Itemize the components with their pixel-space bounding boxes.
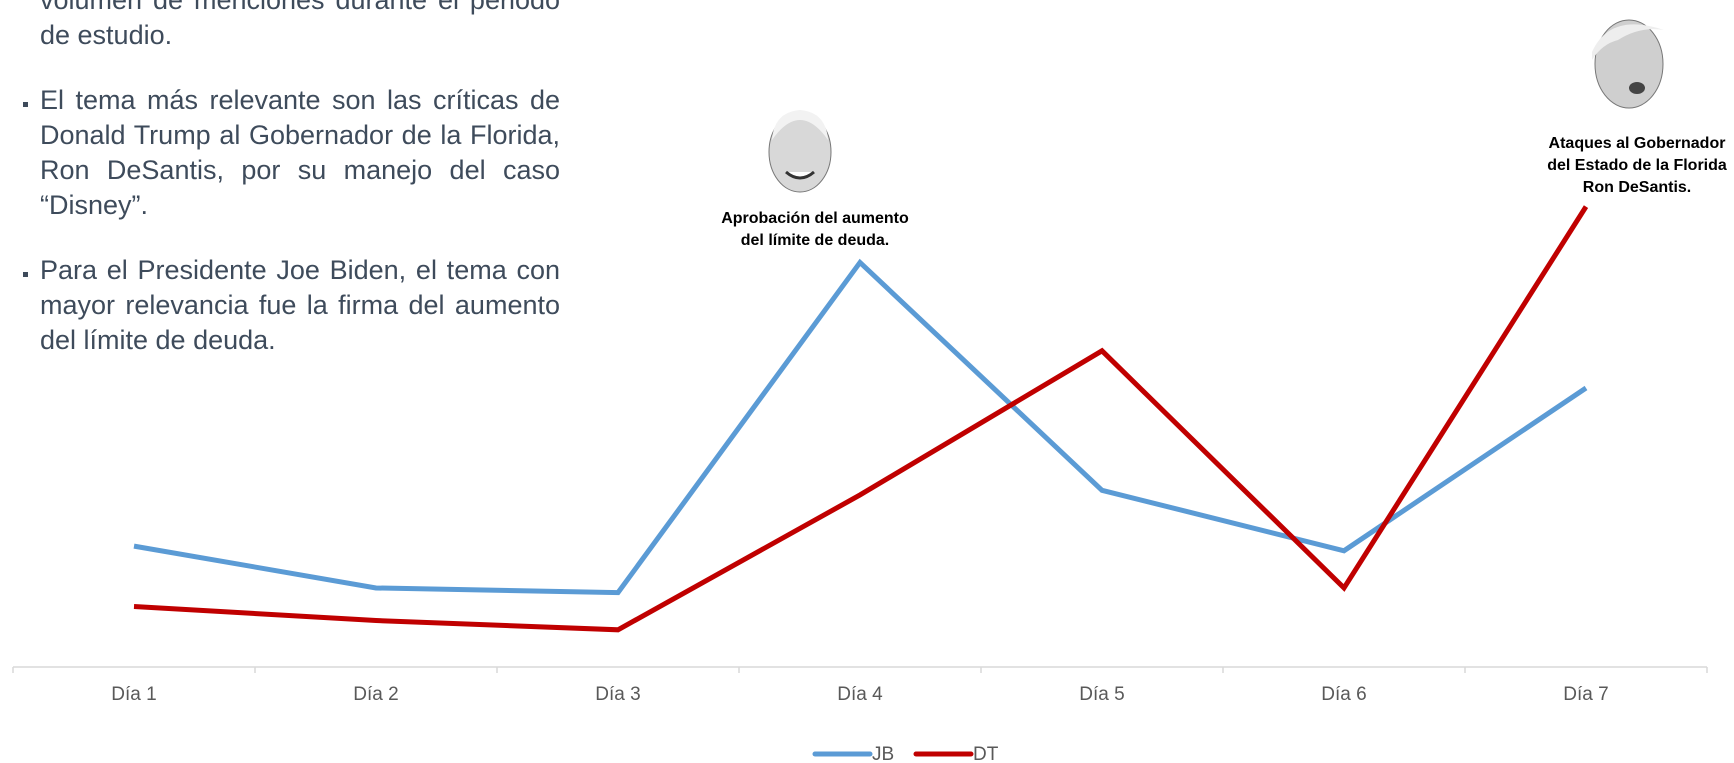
annotation: del límite de deuda.: [741, 232, 889, 249]
annotation: Ron DeSantis.: [1583, 179, 1691, 196]
annotation: Aprobación del aumento: [721, 210, 909, 227]
x-tick-label: Día 7: [1563, 684, 1608, 705]
x-tick-label: Día 3: [595, 684, 640, 705]
x-tick-label: Día 2: [353, 684, 398, 705]
x-tick-label: Día 4: [837, 684, 883, 705]
legend-label: DT: [973, 744, 999, 763]
trump-face: [1592, 20, 1664, 108]
chart: Día 1 Día 2 Día 3 Día 4 Día 5 Día 6 Día 7 Aprob…: [0, 0, 1734, 763]
legend-label: JB: [872, 744, 894, 763]
x-tick-label: Día 6: [1321, 684, 1366, 705]
biden-face: [769, 110, 831, 192]
annotation: Ataques al Gobernador: [1549, 135, 1726, 152]
series-line: [134, 262, 1586, 592]
page: volumen de menciones durante el periodo …: [0, 0, 1734, 763]
series-line: [134, 207, 1586, 630]
x-tick-label: Día 1: [111, 684, 156, 705]
x-tick-label: Día 5: [1079, 684, 1124, 705]
annotation: del Estado de la Florida: [1547, 157, 1727, 174]
